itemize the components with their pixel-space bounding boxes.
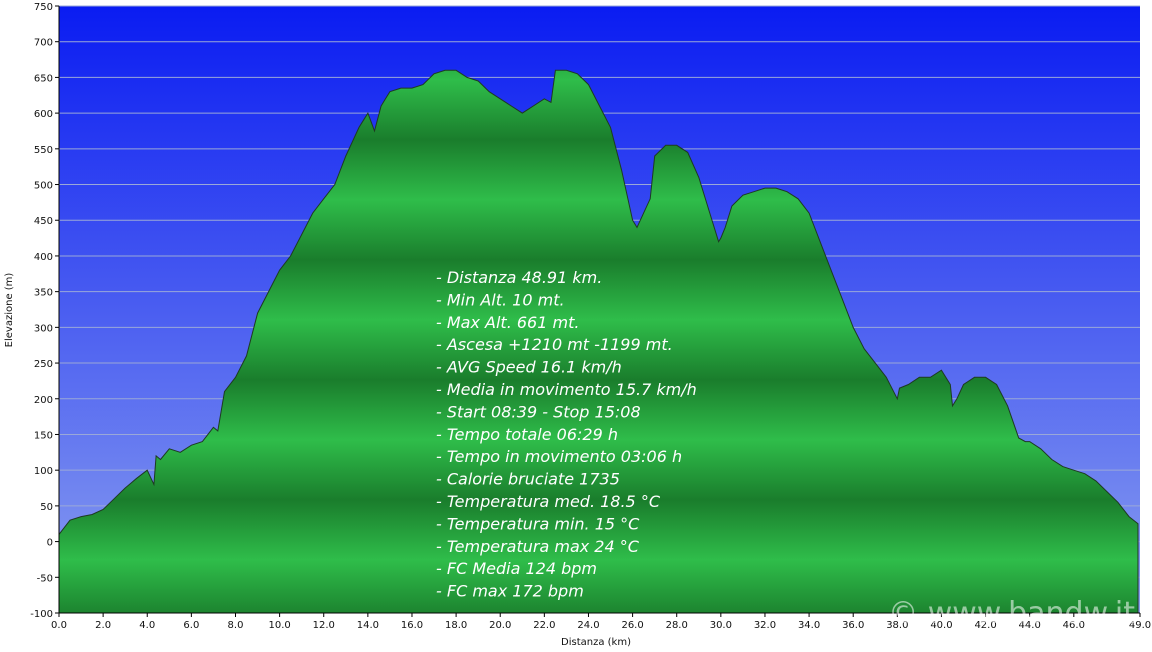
stat-line: - Temperatura max 24 °C — [436, 537, 640, 556]
y-tick-label: 150 — [34, 430, 53, 441]
x-tick-label: 32.0 — [754, 620, 776, 631]
y-tick-labels: 7507006506005505004504003503002502001501… — [30, 2, 53, 620]
stat-line: - Min Alt. 10 mt. — [436, 290, 565, 309]
y-tick-label: 450 — [34, 216, 53, 227]
x-tick-label: 49.0 — [1129, 620, 1151, 631]
stat-line: - Start 08:39 - Stop 15:08 — [436, 402, 641, 421]
y-tick-label: 650 — [34, 73, 53, 84]
x-tick-label: 24.0 — [577, 620, 599, 631]
x-tick-label: 26.0 — [621, 620, 643, 631]
x-tick-label: 40.0 — [930, 620, 952, 631]
x-tick-label: 12.0 — [313, 620, 335, 631]
y-tick-label: 300 — [34, 323, 53, 334]
x-tick-label: 16.0 — [401, 620, 423, 631]
x-tick-label: 42.0 — [974, 620, 996, 631]
stat-line: - FC Media 124 bpm — [436, 559, 597, 578]
stat-line: - Ascesa +1210 mt -1199 mt. — [436, 335, 673, 354]
ride-stats: - Distanza 48.91 km. - Min Alt. 10 mt. - M… — [436, 268, 697, 601]
x-tick-label: 18.0 — [445, 620, 467, 631]
y-tick-label: 500 — [34, 181, 53, 192]
x-tick-label: 6.0 — [183, 620, 199, 631]
y-tick-label: 750 — [34, 2, 53, 13]
x-tick-label: 34.0 — [798, 620, 820, 631]
y-tick-label: 350 — [34, 288, 53, 299]
y-tick-label: -100 — [30, 609, 53, 620]
stat-line: - FC max 172 bpm — [436, 582, 584, 601]
y-tick-label: 0 — [47, 538, 53, 549]
x-tick-label: 0.0 — [51, 620, 67, 631]
stat-line: - Tempo totale 06:29 h — [436, 425, 618, 444]
stat-line: - Temperatura min. 15 °C — [436, 514, 640, 533]
x-tick-label: 20.0 — [489, 620, 511, 631]
x-tick-label: 36.0 — [842, 620, 864, 631]
x-tick-label: 4.0 — [139, 620, 155, 631]
x-tick-label: 2.0 — [95, 620, 111, 631]
x-tick-label: 28.0 — [666, 620, 688, 631]
stat-line: - Temperatura med. 18.5 °C — [436, 492, 661, 511]
y-axis-title: Elevazione (m) — [4, 273, 15, 348]
elevation-area — [58, 69, 1139, 614]
y-tick-label: 100 — [34, 466, 53, 477]
y-tick-label: -50 — [37, 573, 53, 584]
x-tick-labels: 0.0 2.0 4.0 6.0 8.0 10.0 12.0 14.0 16.0 18.0 20.0 2… — [51, 620, 1151, 631]
stat-line: - Media in movimento 15.7 km/h — [436, 380, 697, 399]
axes — [58, 6, 1140, 614]
y-tick-label: 700 — [34, 38, 53, 49]
watermark: © www.bandw.it — [888, 596, 1135, 631]
x-tick-label: 30.0 — [710, 620, 732, 631]
x-tick-label: 14.0 — [357, 620, 379, 631]
y-tick-label: 400 — [34, 252, 53, 263]
stat-line: - Calorie bruciate 1735 — [436, 470, 620, 489]
stat-line: - Max Alt. 661 mt. — [436, 313, 579, 332]
stat-line: - AVG Speed 16.1 km/h — [436, 358, 622, 377]
x-axis-title: Distanza (km) — [561, 637, 631, 648]
x-tick-label: 22.0 — [533, 620, 555, 631]
stat-line: - Tempo in movimento 03:06 h — [436, 447, 682, 466]
x-tick-label: 10.0 — [268, 620, 290, 631]
y-tick-label: 600 — [34, 109, 53, 120]
y-tick-label: 550 — [34, 145, 53, 156]
x-tick-label: 38.0 — [886, 620, 908, 631]
y-tick-label: 50 — [40, 502, 53, 513]
x-tick-label: 46.0 — [1063, 620, 1085, 631]
stat-line: - Distanza 48.91 km. — [436, 268, 602, 287]
y-tick-label: 200 — [34, 395, 53, 406]
x-tick-label: 8.0 — [228, 620, 244, 631]
y-tick-label: 250 — [34, 359, 53, 370]
x-tick-label: 44.0 — [1019, 620, 1041, 631]
